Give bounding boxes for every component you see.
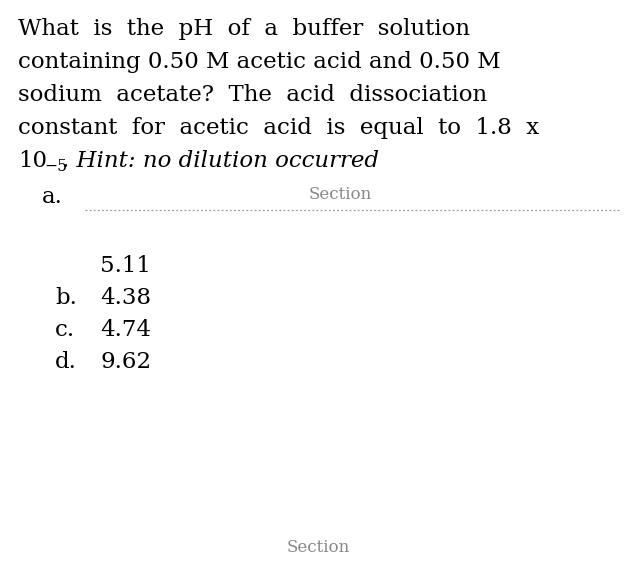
Text: constant  for  acetic  acid  is  equal  to  1.8  x: constant for acetic acid is equal to 1.8… xyxy=(18,117,539,139)
Text: Section: Section xyxy=(286,539,350,556)
Text: What  is  the  pH  of  a  buffer  solution: What is the pH of a buffer solution xyxy=(18,18,470,40)
Text: sodium  acetate?  The  acid  dissociation: sodium acetate? The acid dissociation xyxy=(18,84,487,106)
Text: b.: b. xyxy=(55,287,77,309)
Text: 10: 10 xyxy=(18,150,47,172)
Text: containing 0.50 M acetic acid and 0.50 M: containing 0.50 M acetic acid and 0.50 M xyxy=(18,51,500,73)
Text: . Hint: no dilution occurred: . Hint: no dilution occurred xyxy=(62,150,379,172)
Text: 4.74: 4.74 xyxy=(100,319,151,341)
Text: 5.11: 5.11 xyxy=(100,255,151,277)
Text: a.: a. xyxy=(42,186,63,208)
Text: 9.62: 9.62 xyxy=(100,351,151,373)
Text: 4.38: 4.38 xyxy=(100,287,151,309)
Text: −5: −5 xyxy=(44,158,67,175)
Text: Section: Section xyxy=(309,186,371,203)
Text: c.: c. xyxy=(55,319,75,341)
Text: d.: d. xyxy=(55,351,77,373)
